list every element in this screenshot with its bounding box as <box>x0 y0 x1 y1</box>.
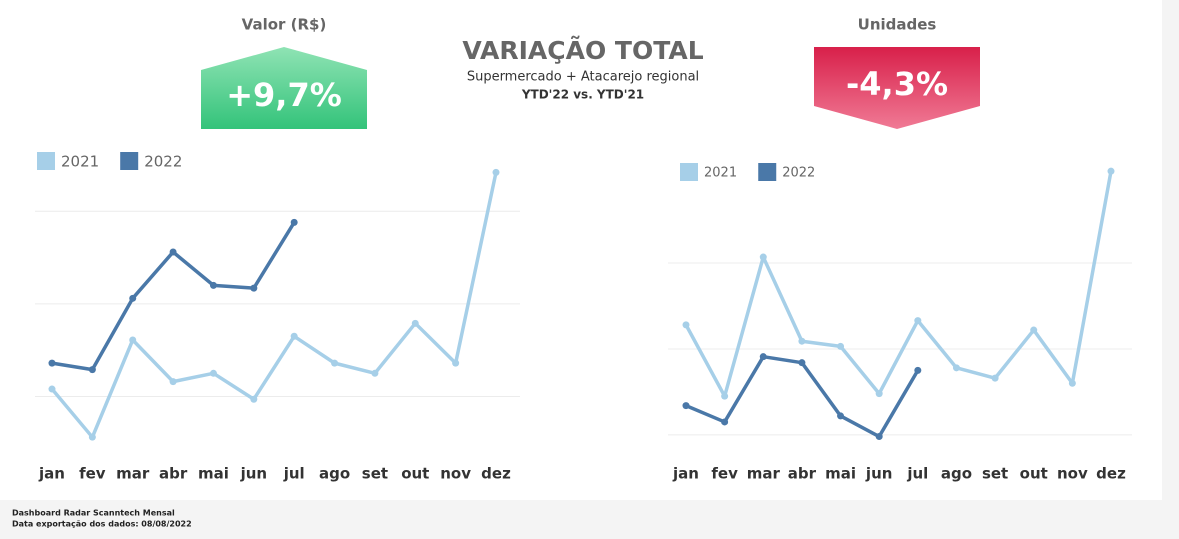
x-tick-label: jul <box>906 465 928 483</box>
point <box>209 369 217 377</box>
footer-line: Dashboard Radar Scanntech Mensal <box>12 509 175 518</box>
point <box>682 402 690 410</box>
point <box>875 433 883 441</box>
point <box>837 412 845 420</box>
point <box>169 248 177 256</box>
x-tick-label: jun <box>865 465 893 483</box>
point <box>1030 326 1038 334</box>
point <box>875 390 883 398</box>
x-tick-label: ago <box>319 465 350 483</box>
x-tick-label: jan <box>672 465 699 483</box>
x-tick-label: dez <box>1096 465 1126 483</box>
kpi-box <box>814 47 980 129</box>
title: VARIAÇÃO TOTAL <box>462 36 703 65</box>
point <box>48 385 56 393</box>
point <box>129 294 137 302</box>
x-tick-label: mai <box>198 465 229 483</box>
legend-swatch <box>120 152 139 170</box>
point <box>991 374 999 382</box>
legend-swatch <box>680 163 698 181</box>
x-tick-label: set <box>982 465 1008 483</box>
point <box>331 359 339 367</box>
point <box>759 353 767 361</box>
point <box>290 218 298 226</box>
point <box>209 281 217 289</box>
point <box>1107 167 1115 175</box>
kpi-box <box>201 47 367 129</box>
point <box>492 168 500 176</box>
legend-label: 2021 <box>61 153 99 171</box>
x-tick-label: mar <box>116 465 150 483</box>
x-tick-label: set <box>362 465 388 483</box>
point <box>798 359 806 367</box>
point <box>129 336 137 344</box>
point <box>759 253 767 261</box>
point <box>88 366 96 374</box>
point <box>371 369 379 377</box>
series-line <box>50 172 498 439</box>
point <box>798 337 806 345</box>
point <box>48 359 56 367</box>
legend-swatch <box>37 152 55 170</box>
point <box>914 366 922 374</box>
point <box>250 284 258 292</box>
x-tick-label: jul <box>283 465 305 483</box>
x-tick-label: nov <box>440 465 471 483</box>
point <box>837 342 845 350</box>
point <box>452 359 460 367</box>
point <box>88 433 96 441</box>
kpi-value: +9,7% <box>226 76 342 114</box>
x-tick-label: fev <box>79 465 106 483</box>
kpi-value: -4,3% <box>846 65 948 103</box>
point <box>682 321 690 329</box>
point <box>290 332 298 340</box>
x-tick-label: fev <box>711 465 738 483</box>
footer-line: Data exportação dos dados: 08/08/2022 <box>12 520 192 529</box>
x-tick-label: dez <box>481 465 511 483</box>
subtitle: Supermercado + Atacarejo regional <box>467 70 699 85</box>
x-tick-label: jun <box>240 465 268 483</box>
point <box>952 364 960 372</box>
x-tick-label: out <box>1020 465 1048 483</box>
point <box>721 392 729 400</box>
legend-swatch <box>758 163 777 181</box>
legend-label: 2022 <box>782 166 815 181</box>
kpi-title: Unidades <box>858 16 937 34</box>
period: YTD'22 vs. YTD'21 <box>521 88 644 102</box>
point <box>250 395 258 403</box>
point <box>721 418 729 426</box>
series-line <box>684 170 1113 398</box>
x-tick-label: nov <box>1057 465 1088 483</box>
x-tick-label: out <box>401 465 429 483</box>
x-tick-label: abr <box>788 465 817 483</box>
point <box>411 319 419 327</box>
point <box>1068 379 1076 387</box>
x-tick-label: mar <box>747 465 781 483</box>
x-tick-label: abr <box>159 465 188 483</box>
x-tick-label: jan <box>38 465 65 483</box>
kpi-title: Valor (R$) <box>242 16 327 34</box>
point <box>169 378 177 386</box>
x-tick-label: ago <box>941 465 972 483</box>
x-tick-label: mai <box>825 465 856 483</box>
legend-label: 2022 <box>144 153 182 171</box>
point <box>914 317 922 325</box>
legend-label: 2021 <box>704 166 737 181</box>
